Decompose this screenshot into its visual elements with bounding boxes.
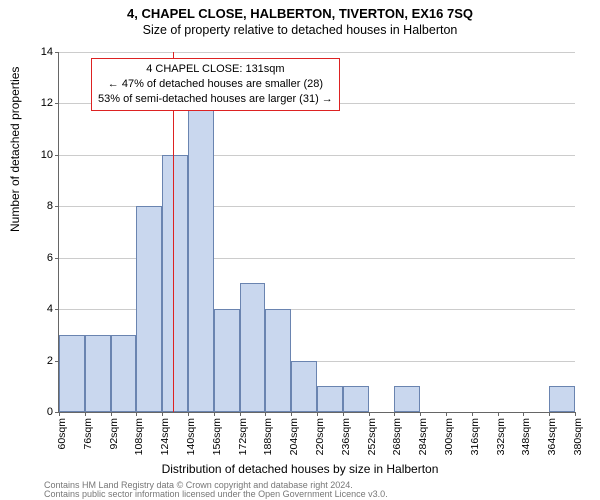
histogram-bar xyxy=(343,386,369,412)
x-tick-mark xyxy=(265,412,266,416)
x-tick-label: 76sqm xyxy=(82,418,94,450)
x-tick-mark xyxy=(85,412,86,416)
histogram-bar xyxy=(240,283,266,412)
x-tick-mark xyxy=(162,412,163,416)
x-tick-label: 300sqm xyxy=(443,418,455,455)
histogram-plot: 0246810121460sqm76sqm92sqm108sqm124sqm14… xyxy=(58,52,575,413)
x-tick-label: 204sqm xyxy=(288,418,300,455)
grid-line xyxy=(59,155,575,156)
grid-line xyxy=(59,52,575,53)
x-tick-label: 156sqm xyxy=(211,418,223,455)
y-tick-label: 4 xyxy=(47,303,59,315)
x-tick-mark xyxy=(111,412,112,416)
x-tick-mark xyxy=(549,412,550,416)
histogram-bar xyxy=(291,361,317,412)
x-tick-mark xyxy=(291,412,292,416)
x-tick-label: 236sqm xyxy=(340,418,352,455)
x-tick-label: 284sqm xyxy=(417,418,429,455)
x-tick-mark xyxy=(369,412,370,416)
x-tick-mark xyxy=(136,412,137,416)
x-tick-mark xyxy=(240,412,241,416)
histogram-bar xyxy=(317,386,343,412)
x-tick-mark xyxy=(472,412,473,416)
histogram-bar xyxy=(214,309,240,412)
x-tick-label: 348sqm xyxy=(520,418,532,455)
x-tick-label: 108sqm xyxy=(133,418,145,455)
x-tick-label: 124sqm xyxy=(159,418,171,455)
x-tick-label: 60sqm xyxy=(56,418,68,450)
page-subtitle: Size of property relative to detached ho… xyxy=(0,21,600,37)
x-tick-label: 380sqm xyxy=(572,418,584,455)
x-tick-label: 220sqm xyxy=(314,418,326,455)
x-tick-mark xyxy=(523,412,524,416)
x-tick-mark xyxy=(420,412,421,416)
y-tick-label: 10 xyxy=(41,149,59,161)
x-tick-label: 332sqm xyxy=(495,418,507,455)
callout-line1: 4 CHAPEL CLOSE: 131sqm xyxy=(98,62,333,77)
histogram-bar xyxy=(265,309,291,412)
histogram-bar xyxy=(59,335,85,412)
histogram-bar xyxy=(111,335,137,412)
x-tick-mark xyxy=(575,412,576,416)
callout-box: 4 CHAPEL CLOSE: 131sqm← 47% of detached … xyxy=(91,58,340,111)
x-tick-mark xyxy=(59,412,60,416)
x-tick-label: 316sqm xyxy=(469,418,481,455)
callout-line2: ← 47% of detached houses are smaller (28… xyxy=(98,77,333,92)
y-tick-label: 2 xyxy=(47,355,59,367)
x-tick-label: 252sqm xyxy=(366,418,378,455)
x-tick-mark xyxy=(446,412,447,416)
x-tick-mark xyxy=(394,412,395,416)
attribution-line2: Contains public sector information licen… xyxy=(44,489,388,499)
x-tick-label: 140sqm xyxy=(185,418,197,455)
x-tick-mark xyxy=(214,412,215,416)
x-tick-mark xyxy=(498,412,499,416)
histogram-bar xyxy=(549,386,575,412)
y-axis-label: Number of detached properties xyxy=(8,67,22,232)
histogram-bar xyxy=(188,78,214,412)
x-tick-mark xyxy=(317,412,318,416)
page-title: 4, CHAPEL CLOSE, HALBERTON, TIVERTON, EX… xyxy=(0,0,600,21)
histogram-bar xyxy=(162,155,188,412)
x-tick-label: 92sqm xyxy=(108,418,120,450)
attribution-text: Contains HM Land Registry data © Crown c… xyxy=(44,481,388,500)
histogram-bar xyxy=(394,386,420,412)
x-tick-label: 268sqm xyxy=(391,418,403,455)
x-tick-mark xyxy=(188,412,189,416)
y-tick-label: 6 xyxy=(47,252,59,264)
y-tick-label: 8 xyxy=(47,200,59,212)
x-axis-label: Distribution of detached houses by size … xyxy=(0,462,600,476)
y-tick-label: 0 xyxy=(47,406,59,418)
x-tick-label: 172sqm xyxy=(237,418,249,455)
callout-line3: 53% of semi-detached houses are larger (… xyxy=(98,92,333,107)
x-tick-mark xyxy=(343,412,344,416)
y-tick-label: 14 xyxy=(41,46,59,58)
y-tick-label: 12 xyxy=(41,97,59,109)
histogram-bar xyxy=(85,335,111,412)
histogram-bar xyxy=(136,206,162,412)
x-tick-label: 188sqm xyxy=(262,418,274,455)
x-tick-label: 364sqm xyxy=(546,418,558,455)
